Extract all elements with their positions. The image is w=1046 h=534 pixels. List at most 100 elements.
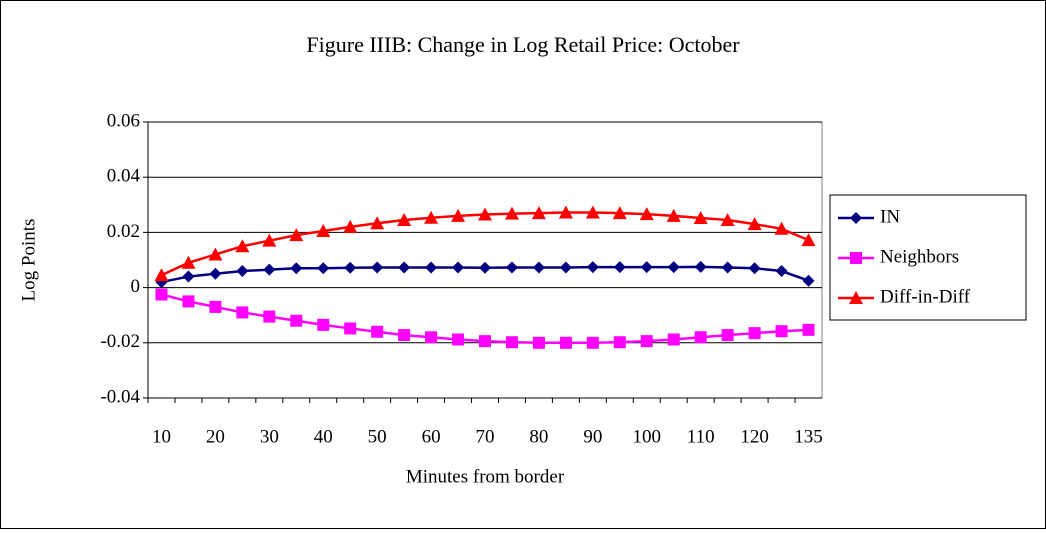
marker — [209, 267, 222, 280]
marker — [344, 322, 357, 335]
y-tick-label: -0.04 — [100, 386, 140, 407]
marker — [613, 336, 626, 349]
x-tick-label: 110 — [687, 426, 715, 447]
marker — [775, 265, 788, 278]
marker — [182, 295, 195, 308]
marker — [585, 205, 600, 219]
marker — [263, 263, 276, 276]
x-tick-label: 135 — [794, 426, 823, 447]
x-tick-label: 70 — [476, 426, 495, 447]
plot-area — [147, 121, 823, 399]
x-tick-label: 50 — [368, 426, 387, 447]
marker — [182, 270, 195, 283]
marker — [532, 336, 545, 349]
chart-title: Figure IIIB: Change in Log Retail Price:… — [306, 32, 740, 57]
marker — [748, 327, 761, 340]
marker — [504, 206, 519, 220]
marker — [316, 224, 331, 238]
marker — [479, 335, 491, 348]
marker — [775, 325, 788, 338]
marker — [586, 261, 599, 274]
marker — [424, 210, 439, 224]
marker — [694, 260, 707, 273]
y-tick-label: 0 — [131, 276, 141, 297]
marker — [181, 255, 196, 269]
marker — [802, 323, 815, 336]
marker — [640, 335, 653, 348]
marker — [720, 212, 735, 226]
marker — [236, 265, 249, 278]
marker — [344, 261, 357, 274]
marker — [639, 207, 654, 221]
marker — [398, 261, 411, 274]
legend-marker — [850, 212, 862, 224]
x-tick-label: 90 — [583, 426, 602, 447]
marker — [505, 261, 518, 274]
marker — [451, 208, 466, 222]
legend-label: IN — [880, 206, 900, 227]
x-tick-label: 30 — [260, 426, 279, 447]
marker — [532, 261, 545, 274]
marker — [343, 219, 358, 233]
marker — [693, 211, 708, 225]
legend-marker — [850, 252, 862, 264]
marker — [209, 300, 222, 313]
marker — [290, 262, 303, 275]
marker — [801, 233, 816, 247]
y-axis-label: Log Points — [18, 219, 39, 302]
marker — [748, 262, 761, 275]
marker — [531, 206, 546, 220]
marker — [721, 261, 734, 274]
marker — [558, 205, 573, 219]
marker — [236, 306, 249, 319]
marker — [317, 262, 330, 275]
marker — [452, 261, 465, 274]
marker — [155, 288, 168, 301]
marker — [640, 261, 653, 274]
marker — [370, 216, 385, 230]
marker — [667, 261, 680, 274]
marker — [262, 233, 277, 247]
marker — [425, 331, 438, 344]
x-tick-label: 120 — [740, 426, 769, 447]
marker — [694, 331, 707, 344]
marker — [802, 274, 815, 287]
x-tick-label: 100 — [633, 426, 662, 447]
x-tick-label: 40 — [314, 426, 333, 447]
marker — [290, 314, 303, 327]
marker — [154, 268, 169, 282]
marker — [371, 261, 384, 274]
x-tick-label: 60 — [422, 426, 441, 447]
x-tick-label: 20 — [206, 426, 225, 447]
marker — [747, 217, 762, 231]
marker — [317, 318, 330, 331]
legend-label: Neighbors — [880, 246, 959, 267]
marker — [666, 208, 681, 222]
marker — [721, 329, 734, 342]
marker — [208, 247, 223, 261]
marker — [452, 333, 465, 346]
y-tick-label: 0.04 — [107, 166, 141, 187]
marker — [667, 333, 680, 346]
legend-label: Diff-in-Diff — [880, 286, 971, 307]
marker — [371, 325, 384, 338]
marker — [612, 206, 627, 220]
x-tick-label: 80 — [529, 426, 548, 447]
marker — [425, 261, 438, 274]
marker — [479, 261, 491, 274]
marker — [289, 228, 304, 242]
y-tick-label: -0.02 — [100, 331, 140, 352]
marker — [774, 221, 789, 235]
marker — [505, 336, 518, 349]
marker — [398, 329, 411, 342]
marker — [397, 212, 412, 226]
x-axis-label: Minutes from border — [406, 466, 565, 487]
marker — [559, 261, 572, 274]
x-tick-label: 10 — [152, 426, 171, 447]
marker — [478, 207, 492, 221]
marker — [235, 239, 250, 253]
y-tick-label: 0.02 — [107, 221, 140, 242]
marker — [263, 310, 276, 323]
y-tick-label: 0.06 — [107, 110, 140, 131]
